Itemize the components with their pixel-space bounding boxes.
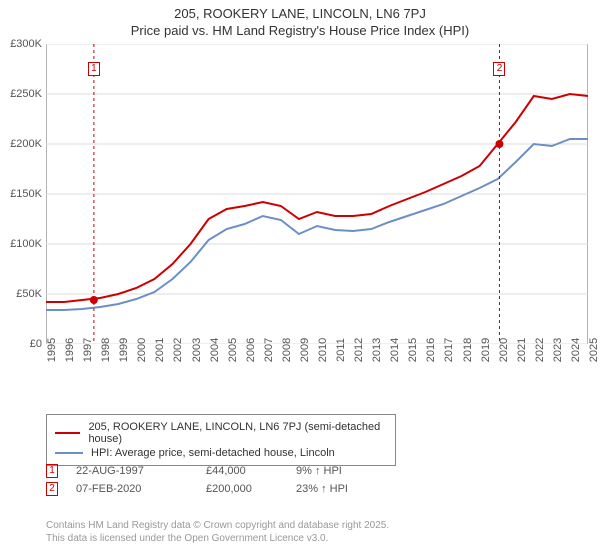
x-tick-label: 2002 [172,338,184,362]
footer-line2: This data is licensed under the Open Gov… [46,532,389,545]
x-tick-label: 2008 [281,338,293,362]
legend-box: 205, ROOKERY LANE, LINCOLN, LN6 7PJ (sem… [46,414,396,466]
x-tick-label: 1997 [82,338,94,362]
x-tick-label: 2020 [498,338,510,362]
sale-row: 1 22-AUG-1997£44,0009% ↑ HPI [46,464,376,478]
x-tick-label: 2011 [335,338,347,362]
sale-date: 22-AUG-1997 [76,465,206,477]
x-tick-label: 2017 [443,338,455,362]
x-tick-label: 1995 [46,338,58,362]
x-tick-label: 2003 [191,338,203,362]
y-tick-label: £250K [10,88,42,100]
sale-date: 07-FEB-2020 [76,483,206,495]
x-tick-label: 2013 [371,338,383,362]
legend-item: 205, ROOKERY LANE, LINCOLN, LN6 7PJ (sem… [55,421,387,445]
legend-item: HPI: Average price, semi-detached house,… [55,447,387,459]
y-tick-label: £300K [10,38,42,50]
x-tick-label: 2005 [227,338,239,362]
sale-marker-num: 1 [46,464,58,478]
x-axis: 1995199619971998199920002001200220032004… [46,346,588,406]
x-tick-label: 2021 [516,338,528,362]
y-tick-label: £200K [10,138,42,150]
sale-price: £44,000 [206,465,296,477]
y-tick-label: £100K [10,238,42,250]
x-tick-label: 1996 [64,338,76,362]
x-tick-label: 2007 [263,338,275,362]
title-sub: Price paid vs. HM Land Registry's House … [0,23,600,38]
legend-label: HPI: Average price, semi-detached house,… [91,447,335,459]
sale-pct: 23% ↑ HPI [296,483,376,495]
x-tick-label: 2025 [588,338,600,362]
y-tick-label: £0 [30,338,42,350]
legend-label: 205, ROOKERY LANE, LINCOLN, LN6 7PJ (sem… [88,421,387,445]
footer-attribution: Contains HM Land Registry data © Crown c… [46,519,389,545]
x-tick-label: 1998 [100,338,112,362]
x-tick-label: 2014 [389,338,401,362]
title-main: 205, ROOKERY LANE, LINCOLN, LN6 7PJ [0,6,600,21]
chart-container: 205, ROOKERY LANE, LINCOLN, LN6 7PJ Pric… [0,0,600,560]
x-tick-label: 2004 [209,338,221,362]
x-tick-label: 2023 [552,338,564,362]
x-tick-label: 2024 [570,338,582,362]
sales-list: 1 22-AUG-1997£44,0009% ↑ HPI 2 07-FEB-2020£… [46,460,376,500]
sale-pct: 9% ↑ HPI [296,465,376,477]
y-tick-label: £50K [16,288,42,300]
sale-price: £200,000 [206,483,296,495]
x-tick-label: 2016 [425,338,437,362]
title-area: 205, ROOKERY LANE, LINCOLN, LN6 7PJ Pric… [0,0,600,38]
x-tick-label: 2019 [480,338,492,362]
chart-marker-label: 2 [493,62,505,76]
legend-swatch [55,452,83,454]
chart-plot-area [46,44,588,344]
x-tick-label: 2010 [317,338,329,362]
chart-svg [46,44,588,344]
sale-marker-num: 2 [46,482,58,496]
x-tick-label: 2022 [534,338,546,362]
sale-row: 2 07-FEB-2020£200,00023% ↑ HPI [46,482,376,496]
x-tick-label: 2001 [154,338,166,362]
y-tick-label: £150K [10,188,42,200]
x-tick-label: 1999 [118,338,130,362]
x-tick-label: 2012 [353,338,365,362]
x-tick-label: 2006 [245,338,257,362]
x-tick-label: 2009 [299,338,311,362]
chart-marker-label: 1 [88,62,100,76]
x-tick-label: 2000 [136,338,148,362]
y-axis: £0£50K£100K£150K£200K£250K£300K [0,44,44,344]
legend-swatch [55,432,80,434]
x-tick-label: 2015 [407,338,419,362]
x-tick-label: 2018 [462,338,474,362]
footer-line1: Contains HM Land Registry data © Crown c… [46,519,389,532]
